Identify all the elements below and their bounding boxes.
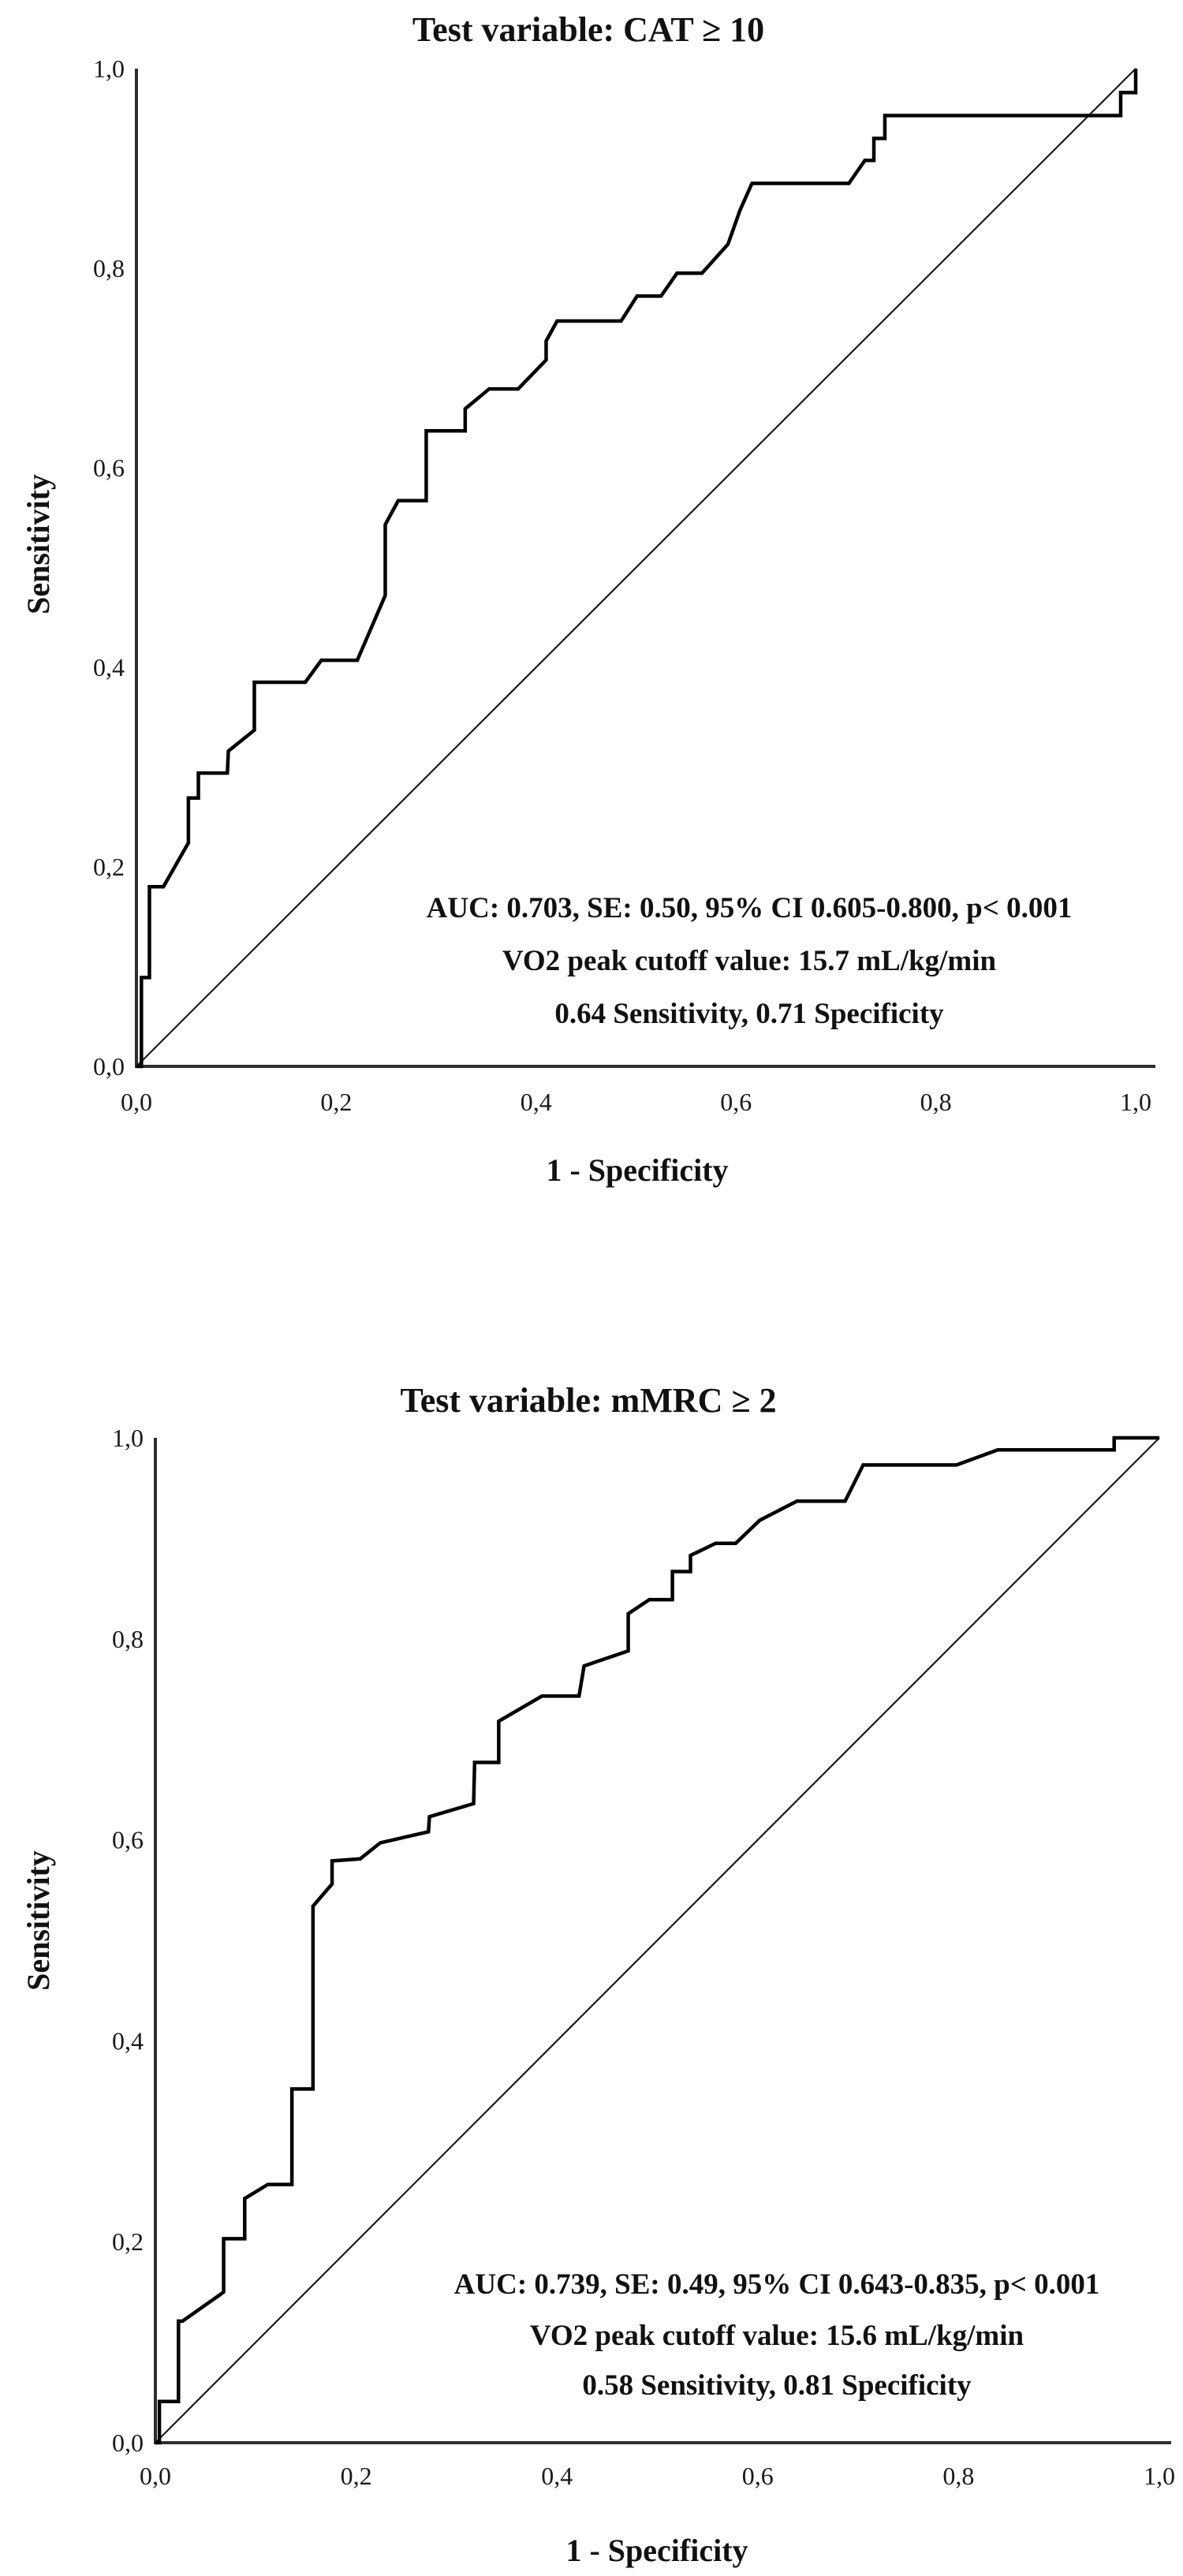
y-tick-label: 0,0 [93,1052,125,1081]
stats-annotation: AUC: 0.703, SE: 0.50, 95% CI 0.605-0.800… [427,892,1073,1030]
y-tick-label: 0,6 [112,1826,144,1854]
chart-title: Test variable: mMRC ≥ 2 [400,1381,776,1420]
reference-diagonal [136,68,1136,1067]
x-axis-label: 1 - Specificity [565,2533,748,2568]
x-tick-label: 0,8 [942,2462,974,2490]
y-tick-label: 0,8 [112,1625,144,1653]
x-tick-label: 0,4 [521,1088,552,1116]
y-tick-label: 1,0 [93,54,125,83]
axes: 0,0 0,2 0,4 0,6 0,8 1,0 0,0 0,2 0,4 0,6 0,8 1,0 [112,1424,1175,2490]
y-tick-label: 0,6 [93,454,125,482]
x-tick-label: 0,0 [140,2462,171,2490]
x-tick-label: 0,8 [920,1088,952,1116]
annotation-line: VO2 peak cutoff value: 15.7 mL/kg/min [502,945,997,977]
y-tick-label: 0,2 [112,2227,144,2256]
x-tick-label: 0,6 [720,1088,752,1116]
y-axis-label: Sensitivity [21,1850,56,1991]
y-axis-label: Sensitivity [21,474,56,614]
chart-cat: Test variable: CAT ≥ 10 0,0 0,2 0,4 0,6 0,8 1… [21,10,1155,1188]
annotation-line: AUC: 0.703, SE: 0.50, 95% CI 0.605-0.800… [427,892,1073,924]
chart-mmrc: Test variable: mMRC ≥ 2 0,0 0,2 0,4 0,6 0,8 1… [21,1381,1175,2568]
y-tick-label: 0,2 [93,853,125,881]
x-tick-label: 1,0 [1144,2462,1175,2490]
annotation-line: VO2 peak cutoff value: 15.6 mL/kg/min [530,2320,1024,2352]
y-tick-label: 0,8 [93,254,125,282]
y-tick-label: 0,0 [112,2429,144,2457]
roc-curve [136,69,1138,1069]
x-tick-label: 0,6 [742,2462,774,2490]
annotation-line: 0.64 Sensitivity, 0.71 Specificity [554,998,944,1030]
y-tick-label: 0,4 [112,2026,144,2055]
x-tick-label: 1,0 [1120,1088,1151,1116]
x-tick-label: 0,2 [320,1088,352,1116]
x-tick-label: 0,4 [541,2462,573,2490]
annotation-line: AUC: 0.739, SE: 0.49, 95% CI 0.643-0.835… [454,2268,1100,2301]
x-axis-label: 1 - Specificity [546,1152,728,1188]
axes: 0,0 0,2 0,4 0,6 0,8 1,0 0,0 0,2 0,4 0,6 0,8 1,0 [93,54,1155,1116]
y-tick-label: 0,4 [93,653,125,681]
reference-diagonal [155,1437,1160,2443]
y-tick-label: 1,0 [112,1424,144,1452]
annotation-line: 0.58 Sensitivity, 0.81 Specificity [582,2369,972,2402]
x-tick-label: 0,2 [341,2462,372,2490]
chart-title: Test variable: CAT ≥ 10 [412,10,764,49]
stats-annotation: AUC: 0.739, SE: 0.49, 95% CI 0.643-0.835… [454,2268,1100,2402]
x-tick-label: 0,0 [121,1088,152,1116]
roc-curve [155,1435,1159,2445]
